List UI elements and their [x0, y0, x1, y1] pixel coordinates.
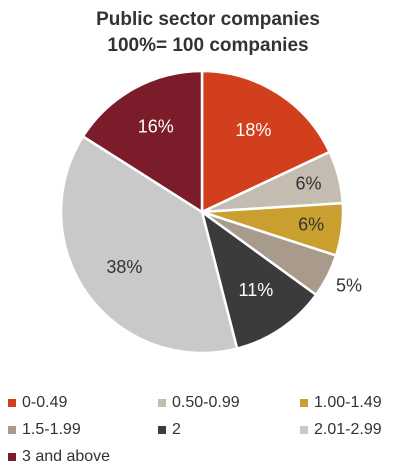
- slice-label: 6%: [296, 173, 322, 193]
- legend-label: 1.5-1.99: [22, 421, 81, 438]
- legend-label: 1.00-1.49: [314, 394, 382, 411]
- legend-swatch: [8, 426, 16, 434]
- legend-label: 3 and above: [22, 448, 110, 465]
- legend-label: 0-0.49: [22, 394, 67, 411]
- legend-swatch: [300, 426, 308, 434]
- slice-label: 16%: [138, 117, 174, 137]
- slice-label: 18%: [235, 120, 271, 140]
- pie-slice: [199, 208, 318, 351]
- legend-label: 0.50-0.99: [172, 394, 240, 411]
- slice-label: 11%: [239, 280, 274, 300]
- legend-swatch: [158, 426, 166, 434]
- pie-slice: [81, 69, 204, 215]
- slice-label: 6%: [298, 215, 324, 235]
- chart-subtitle: 100%= 100 companies: [107, 35, 308, 56]
- legend-swatch: [8, 453, 16, 461]
- legend-label: 2.01-2.99: [314, 421, 382, 438]
- slice-label: 38%: [106, 257, 142, 277]
- pie-slice: [200, 69, 332, 214]
- legend-swatch: [158, 399, 166, 407]
- legend-swatch: [8, 399, 16, 407]
- chart-title: Public sector companies: [96, 9, 320, 30]
- pie-slice: [59, 134, 239, 355]
- legend-label: 2: [172, 421, 181, 438]
- legend-swatch: [300, 399, 308, 407]
- slice-label: 5%: [336, 276, 362, 296]
